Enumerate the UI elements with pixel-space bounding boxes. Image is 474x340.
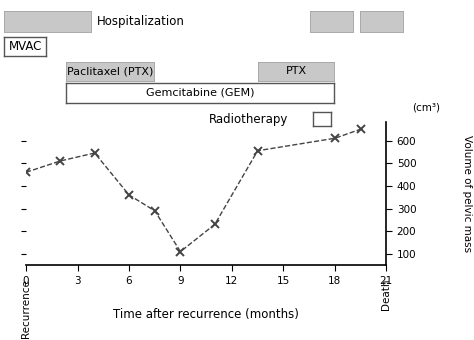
Text: MVAC: MVAC [9, 40, 42, 53]
Text: Volume of pelvic mass: Volume of pelvic mass [462, 135, 472, 252]
X-axis label: Time after recurrence (months): Time after recurrence (months) [113, 308, 299, 321]
Text: (cm³): (cm³) [412, 102, 441, 112]
Text: Recurrence: Recurrence [21, 279, 31, 338]
Text: Paclitaxel (PTX): Paclitaxel (PTX) [67, 66, 154, 76]
Text: Death: Death [381, 279, 392, 310]
Text: Gemcitabine (GEM): Gemcitabine (GEM) [146, 88, 255, 98]
Text: PTX: PTX [286, 66, 307, 76]
Text: Hospitalization: Hospitalization [97, 15, 185, 28]
Text: Radiotherapy: Radiotherapy [209, 113, 288, 126]
